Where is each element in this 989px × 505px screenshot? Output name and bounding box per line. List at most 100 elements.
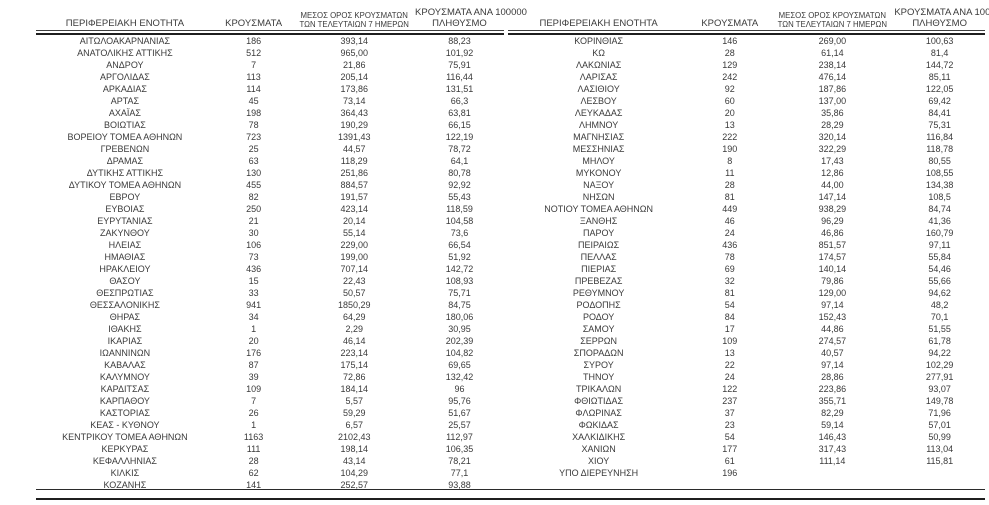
region-cell: ΚΕΑΣ - ΚΥΘΝΟΥ bbox=[90, 420, 160, 430]
per100k-cell: 85,11 bbox=[928, 72, 951, 82]
regional-cases-table-right: ΠΕΡΙΦΕΡΕΙΑΚΗ ΕΝΟΤΗΤΑ ΚΡΟΥΣΜΑΤΑ ΜΕΣΟΣ ΟΡΟ… bbox=[508, 5, 989, 479]
avg7-cell: 184,14 bbox=[340, 384, 368, 394]
header-divider-rule bbox=[508, 33, 985, 35]
cases-cell: 30 bbox=[248, 228, 259, 238]
cases-cell: 198 bbox=[246, 108, 262, 118]
region-cell: ΑΙΤΩΛΟΑΚΑΡΝΑΝΙΑΣ bbox=[79, 36, 171, 46]
table-row: ΠΕΛΛΑΣ 78 174,57 55,84 bbox=[508, 251, 985, 263]
cases-cell: 129 bbox=[722, 60, 738, 70]
avg7-cell: 707,14 bbox=[340, 264, 368, 274]
cases-cell: 92 bbox=[724, 84, 735, 94]
region-cell: ΣΥΡΟΥ bbox=[583, 360, 614, 370]
per100k-cell: 48,2 bbox=[930, 300, 949, 310]
cases-cell: 32 bbox=[724, 276, 735, 286]
region-cell: ΑΡΤΑΣ bbox=[110, 96, 140, 106]
avg7-cell: 884,57 bbox=[340, 180, 368, 190]
table-row: ΡΟΔΟΠΗΣ 54 97,14 48,2 bbox=[508, 299, 985, 311]
header-avg7-line1: ΜΕΣΟΣ ΟΡΟΣ ΚΡΟΥΣΜΑΤΩΝ bbox=[778, 11, 886, 20]
avg7-cell: 104,29 bbox=[340, 468, 368, 478]
region-cell: ΤΡΙΚΑΛΩΝ bbox=[576, 384, 622, 394]
region-cell: ΡΟΔΟΥ bbox=[582, 312, 615, 322]
table-row: ΑΝΑΤΟΛΙΚΗΣ ΑΤΤΙΚΗΣ 512 965,00 101,92 bbox=[36, 47, 504, 59]
table-row: ΜΥΚΟΝΟΥ 11 12,86 108,55 bbox=[508, 167, 985, 179]
cases-cell: 37 bbox=[724, 408, 735, 418]
region-cell: ΠΕΙΡΑΙΩΣ bbox=[578, 240, 620, 250]
per100k-cell: 132,42 bbox=[445, 372, 474, 382]
table-row: ΣΠΟΡΑΔΩΝ 13 40,57 94,22 bbox=[508, 347, 985, 359]
per100k-cell: 104,82 bbox=[445, 348, 474, 358]
per100k-cell: 134,38 bbox=[925, 180, 954, 190]
per100k-cell: 94,62 bbox=[928, 288, 951, 298]
per100k-cell: 69,65 bbox=[448, 360, 471, 370]
avg7-cell: 320,14 bbox=[818, 132, 847, 142]
table-header-row: ΠΕΡΙΦΕΡΕΙΑΚΗ ΕΝΟΤΗΤΑ ΚΡΟΥΣΜΑΤΑ ΜΕΣΟΣ ΟΡΟ… bbox=[508, 5, 989, 31]
cases-cell: 81 bbox=[724, 288, 735, 298]
cases-cell: 146 bbox=[722, 36, 738, 46]
cases-cell: 1163 bbox=[243, 432, 264, 442]
cases-cell: 122 bbox=[722, 384, 738, 394]
cases-cell: 73 bbox=[248, 252, 259, 262]
per100k-cell: 93,88 bbox=[448, 480, 471, 490]
cases-cell: 436 bbox=[722, 240, 738, 250]
per100k-cell: 108,55 bbox=[925, 168, 954, 178]
per100k-cell: 78,21 bbox=[448, 456, 471, 466]
per100k-cell: 66,54 bbox=[448, 240, 471, 250]
cases-cell: 449 bbox=[722, 204, 738, 214]
table-row: ΡΟΔΟΥ 84 152,43 70,1 bbox=[508, 311, 985, 323]
table-row: ΗΜΑΘΙΑΣ 73 199,00 51,92 bbox=[36, 251, 504, 263]
avg7-cell: 44,00 bbox=[821, 180, 844, 190]
cases-cell: 7 bbox=[251, 60, 257, 70]
region-cell: ΕΥΡΥΤΑΝΙΑΣ bbox=[97, 216, 153, 226]
table-row: ΘΑΣΟΥ 15 22,43 108,93 bbox=[36, 275, 504, 287]
table-row: ΔΥΤΙΚΗΣ ΑΤΤΙΚΗΣ 130 251,86 80,78 bbox=[36, 167, 504, 179]
per100k-cell: 102,29 bbox=[925, 360, 954, 370]
region-cell: ΖΑΚΥΝΘΟΥ bbox=[100, 228, 150, 238]
avg7-cell: 174,57 bbox=[818, 252, 847, 262]
avg7-cell: 43,14 bbox=[342, 456, 366, 466]
cases-cell: 130 bbox=[246, 168, 262, 178]
region-cell: ΜΥΚΟΝΟΥ bbox=[575, 168, 622, 178]
avg7-cell: 118,29 bbox=[340, 156, 368, 166]
avg7-cell: 251,86 bbox=[340, 168, 368, 178]
per100k-cell: 144,72 bbox=[925, 60, 954, 70]
header-region: ΠΕΡΙΦΕΡΕΙΑΚΗ ΕΝΟΤΗΤΑ bbox=[508, 5, 690, 31]
cases-cell: 17 bbox=[724, 324, 735, 334]
cases-cell: 190 bbox=[722, 144, 738, 154]
per100k-cell: 94,22 bbox=[928, 348, 951, 358]
table-row: ΙΩΑΝΝΙΝΩΝ 176 223,14 104,82 bbox=[36, 347, 504, 359]
avg7-cell: 851,57 bbox=[818, 240, 847, 250]
table-row: ΣΕΡΡΩΝ 109 274,57 61,78 bbox=[508, 335, 985, 347]
table-row: ΙΚΑΡΙΑΣ 20 46,14 202,39 bbox=[36, 335, 504, 347]
per100k-cell: 55,66 bbox=[928, 276, 951, 286]
per100k-cell: 131,51 bbox=[445, 84, 474, 94]
table-header-row: ΠΕΡΙΦΕΡΕΙΑΚΗ ΕΝΟΤΗΤΑ ΚΡΟΥΣΜΑΤΑ ΜΕΣΟΣ ΟΡΟ… bbox=[36, 5, 527, 31]
cases-cell: 111 bbox=[246, 444, 261, 454]
cases-cell: 46 bbox=[724, 216, 735, 226]
cases-cell: 63 bbox=[248, 156, 259, 166]
region-cell: ΞΑΝΘΗΣ bbox=[579, 216, 618, 226]
header-per100k-line2: ΠΛΗΘΥΣΜΟ bbox=[912, 18, 967, 29]
per100k-cell: 101,92 bbox=[445, 48, 474, 58]
table-row: ΑΧΑΪΑΣ 198 364,43 63,81 bbox=[36, 107, 504, 119]
avg7-cell: 1850,29 bbox=[337, 300, 371, 310]
regional-cases-table-left: ΠΕΡΙΦΕΡΕΙΑΚΗ ΕΝΟΤΗΤΑ ΚΡΟΥΣΜΑΤΑ ΜΕΣΟΣ ΟΡΟ… bbox=[36, 5, 527, 491]
region-cell: ΙΚΑΡΙΑΣ bbox=[107, 336, 143, 346]
cases-cell: 62 bbox=[248, 468, 259, 478]
table-row: ΚΕΝΤΡΙΚΟΥ ΤΟΜΕΑ ΑΘΗΝΩΝ 1163 2102,43 112,97 bbox=[36, 431, 504, 443]
cases-cell: 237 bbox=[722, 396, 738, 406]
per100k-cell: 41,36 bbox=[928, 216, 951, 226]
table-row: ΚΕΑΣ - ΚΥΘΝΟΥ 1 6,57 25,57 bbox=[36, 419, 504, 431]
header-per100k: ΚΡΟΥΣΜΑΤΑ ΑΝΑ 100000 ΠΛΗΘΥΣΜΟ bbox=[415, 5, 527, 31]
avg7-cell: 199,00 bbox=[340, 252, 368, 262]
cases-cell: 87 bbox=[248, 360, 259, 370]
table-row: ΚΕΦΑΛΛΗΝΙΑΣ 28 43,14 78,21 bbox=[36, 455, 504, 467]
region-cell: ΧΑΝΙΩΝ bbox=[581, 444, 616, 454]
table-row: ΞΑΝΘΗΣ 46 96,29 41,36 bbox=[508, 215, 985, 227]
avg7-cell: 21,86 bbox=[342, 60, 366, 70]
avg7-cell: 152,43 bbox=[818, 312, 847, 322]
region-cell: ΥΠΟ ΔΙΕΡΕΥΝΗΣΗ bbox=[559, 468, 639, 478]
avg7-cell: 20,14 bbox=[342, 216, 366, 226]
region-cell: ΘΑΣΟΥ bbox=[109, 276, 141, 286]
avg7-cell: 6,57 bbox=[345, 420, 363, 430]
